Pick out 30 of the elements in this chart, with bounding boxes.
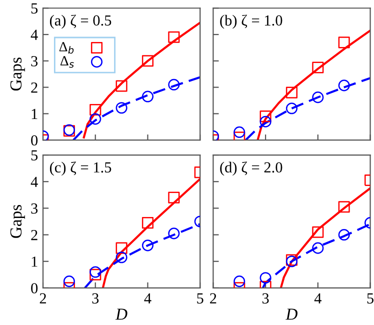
annotation: (d) ζ = 2.0 <box>220 162 282 176</box>
y-tick-label: 1 <box>32 256 38 267</box>
y-tick-label: 2 <box>31 82 38 93</box>
y-tick-label: 0 <box>31 135 38 146</box>
x-axis-title: D <box>286 308 298 320</box>
y-tick-label: 3 <box>31 203 38 214</box>
x-tick-label: 5 <box>197 293 204 304</box>
y-tick-label: 4 <box>30 30 38 40</box>
legend-label: Δ$_{b}$ <box>59 42 74 54</box>
y-tick-label: 2 <box>31 230 38 240</box>
y-tick-label: 4 <box>30 176 38 187</box>
x-tick-label: 3 <box>92 293 99 304</box>
x-tick-label: 4 <box>314 293 322 304</box>
x-axis-title: D <box>115 308 128 320</box>
y-axis-title: Gaps <box>10 58 25 91</box>
y-axis-title: Gaps <box>10 204 25 238</box>
x-tick-label: 4 <box>144 293 152 304</box>
y-tick-label: 3 <box>31 56 38 66</box>
x-tick-label: 2 <box>40 293 46 304</box>
annotation: (b) ζ = 1.0 <box>220 14 282 29</box>
x-tick-label: 2 <box>210 293 216 304</box>
annotation: (c) ζ = 1.5 <box>50 162 112 176</box>
y-tick-label: 0 <box>31 283 38 294</box>
y-tick-label: 5 <box>31 3 38 14</box>
y-tick-label: 1 <box>32 108 38 119</box>
annotation: (a) ζ = 0.5 <box>50 14 112 29</box>
legend-label: Δ$_{s}$ <box>60 56 74 68</box>
x-tick-label: 5 <box>367 293 374 304</box>
x-tick-label: 3 <box>262 293 269 304</box>
y-tick-label: 5 <box>31 150 38 160</box>
